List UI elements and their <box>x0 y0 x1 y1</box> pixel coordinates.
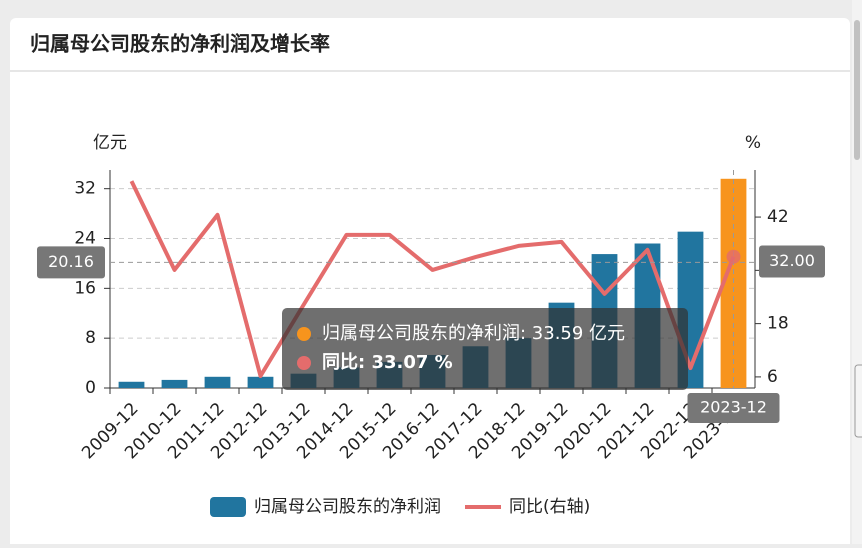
bar <box>204 376 231 388</box>
y2-tick-label: 42 <box>767 207 789 227</box>
chart-title: 归属母公司股东的净利润及增长率 <box>30 32 330 56</box>
y2-unit: % <box>745 133 761 153</box>
tooltip-line: 同比: 33.07 % <box>322 352 453 373</box>
y-tick-label: 32 <box>74 179 96 199</box>
y-tick-label: 16 <box>74 278 96 298</box>
side-widget[interactable] <box>854 364 862 438</box>
pointer-label-bg <box>687 393 780 423</box>
y-tick-label: 8 <box>85 328 96 348</box>
legend-swatch <box>210 497 246 517</box>
legend-label: 归属母公司股东的净利润 <box>254 497 441 517</box>
scroll-thumb[interactable] <box>854 20 860 160</box>
tooltip-line: 归属母公司股东的净利润: 33.59 亿元 <box>322 323 625 344</box>
pointer-label-bg <box>759 245 825 278</box>
tooltip-dot <box>297 356 311 370</box>
card <box>10 18 850 548</box>
legend-label: 同比(右轴) <box>509 497 590 517</box>
tooltip-dot <box>297 327 311 341</box>
tooltip-bg <box>282 308 688 390</box>
y2-tick-label: 18 <box>767 314 789 334</box>
pointer-label: 32.00 <box>769 251 815 270</box>
scrollbar[interactable] <box>852 0 862 544</box>
y-unit: 亿元 <box>93 133 127 153</box>
bar <box>118 381 145 388</box>
pointer-dot <box>726 249 741 264</box>
bar <box>247 376 274 388</box>
bar <box>161 379 188 388</box>
y-tick-label: 0 <box>85 378 96 398</box>
pointer-label: 2023-12 <box>700 398 767 417</box>
line <box>129 180 736 379</box>
y2-tick-label: 6 <box>767 367 778 387</box>
pointer-label: 20.16 <box>48 252 94 271</box>
y-tick-label: 24 <box>74 229 96 249</box>
pointer-label-bg <box>37 246 105 279</box>
